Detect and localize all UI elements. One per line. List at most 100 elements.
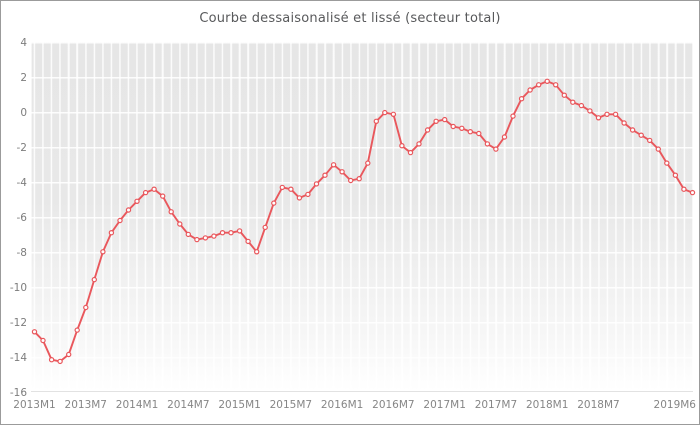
data-point-marker: [142, 189, 149, 196]
x-tick-label: 2013M7: [64, 399, 107, 411]
y-tick-label: -8: [16, 247, 27, 259]
data-point-marker: [288, 186, 294, 192]
x-tick-label: 2015M7: [269, 399, 313, 411]
chart-title: Courbe dessaisonalisé et lissé (secteur …: [199, 11, 501, 26]
x-tick-label: 2017M7: [474, 399, 518, 411]
data-point-marker: [168, 209, 174, 215]
data-point-marker: [134, 198, 140, 204]
data-point-marker: [382, 109, 388, 116]
data-point-marker: [416, 141, 422, 147]
data-point-marker: [74, 327, 80, 333]
data-point-marker: [330, 162, 337, 168]
data-point-marker: [424, 127, 431, 133]
x-tick-label: 2013M1: [13, 399, 56, 411]
series-line: [33, 80, 693, 363]
data-point-marker: [236, 228, 243, 234]
data-point-marker: [578, 102, 585, 109]
data-point-marker: [433, 118, 439, 125]
y-tick-label: -4: [16, 177, 27, 189]
data-point-marker: [612, 111, 619, 118]
x-tick-label: 2014M7: [167, 399, 210, 411]
data-point-marker: [365, 160, 371, 166]
data-point-marker: [348, 177, 354, 184]
data-point-marker: [655, 146, 662, 152]
x-tick-label: 2017M1: [423, 399, 466, 411]
data-point-marker: [108, 229, 115, 236]
x-tick-label: 2016M7: [372, 399, 415, 411]
data-point-marker: [100, 249, 106, 255]
data-point-marker: [322, 172, 328, 178]
data-point-marker: [544, 78, 550, 85]
data-point-marker: [629, 127, 636, 133]
data-point-marker: [339, 169, 345, 175]
data-point-marker: [117, 217, 123, 224]
data-point-marker: [407, 149, 414, 156]
data-point-marker: [91, 276, 98, 283]
x-tick-label: 2018M7: [577, 399, 620, 411]
data-point-marker: [467, 128, 473, 135]
data-point-marker: [253, 249, 260, 255]
data-point-marker: [66, 351, 72, 358]
line-series: [31, 78, 696, 365]
x-tick-label: 2015M1: [218, 399, 261, 411]
data-point-marker: [638, 132, 644, 138]
data-point-marker: [211, 233, 217, 239]
y-tick-label: -2: [16, 142, 27, 154]
data-point-marker: [356, 175, 362, 182]
data-point-marker: [484, 141, 491, 147]
data-point-marker: [194, 236, 200, 243]
data-point-marker: [40, 337, 46, 344]
data-point-marker: [262, 224, 268, 231]
x-tick-label: 2016M1: [320, 399, 364, 411]
data-point-marker: [647, 137, 653, 144]
data-point-marker: [159, 193, 166, 199]
data-point-marker: [553, 82, 559, 88]
y-tick-label: -10: [9, 282, 27, 294]
data-point-marker: [587, 108, 593, 114]
data-point-marker: [476, 130, 482, 137]
data-point-marker: [390, 111, 397, 118]
data-point-marker: [561, 92, 568, 98]
data-point-marker: [373, 118, 379, 125]
y-tick-label: -12: [9, 317, 27, 329]
data-point-marker: [271, 200, 277, 206]
y-tick-label: 0: [20, 107, 27, 119]
data-point-marker: [228, 229, 234, 236]
data-point-marker: [604, 111, 610, 118]
data-point-marker: [57, 358, 63, 365]
data-point-marker: [510, 113, 516, 119]
data-point-marker: [621, 120, 627, 126]
data-point-marker: [518, 96, 525, 102]
x-tick-label: 2014M1: [115, 399, 159, 411]
data-point-marker: [177, 221, 183, 227]
data-point-marker: [279, 184, 285, 191]
data-point-marker: [83, 304, 89, 311]
data-point-marker: [151, 186, 157, 192]
data-point-marker: [570, 99, 576, 105]
y-tick-label: 2: [20, 72, 27, 84]
data-point-marker: [501, 134, 508, 140]
data-point-marker: [185, 231, 191, 238]
data-point-marker: [125, 207, 132, 213]
data-point-marker: [442, 116, 448, 123]
data-point-marker: [399, 142, 405, 149]
data-point-marker: [245, 238, 251, 245]
data-point-marker: [459, 125, 465, 132]
data-point-marker: [493, 146, 499, 152]
data-point-marker: [31, 329, 38, 335]
data-point-marker: [450, 123, 456, 130]
data-point-marker: [664, 160, 670, 166]
y-tick-label: -16: [9, 387, 27, 399]
y-tick-label: -6: [16, 212, 27, 224]
plot-area: [31, 42, 696, 392]
y-tick-label: 4: [20, 37, 27, 49]
data-point-marker: [305, 191, 311, 198]
data-point-marker: [672, 172, 679, 178]
data-point-marker: [536, 82, 542, 88]
data-point-marker: [689, 189, 696, 196]
data-point-marker: [296, 195, 303, 201]
x-tick-label: 2019M6: [653, 399, 696, 411]
y-tick-label: -14: [9, 352, 27, 364]
data-point-marker: [527, 87, 533, 93]
